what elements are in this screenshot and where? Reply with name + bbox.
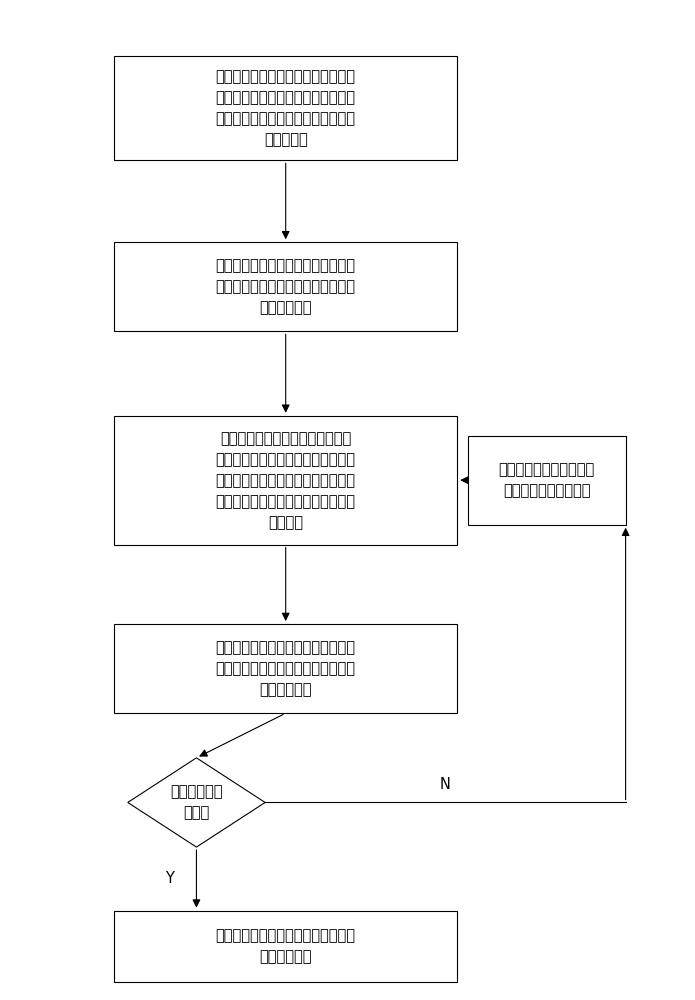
Text: 输出群体最优解作为分布式电源选址
定容最优方案: 输出群体最优解作为分布式电源选址 定容最优方案 <box>215 928 356 964</box>
Text: Y: Y <box>165 871 174 886</box>
FancyBboxPatch shape <box>114 416 457 545</box>
Text: 达到最大迭代
次数？: 达到最大迭代 次数？ <box>170 784 222 820</box>
Text: 根据主成分析法建立综合评价指标
，并结合每个个体对应的方案中的配
电网结构、分布式电源位置容量、节
点电压及功率值等参数计算出相应的
适应度值: 根据主成分析法建立综合评价指标 ，并结合每个个体对应的方案中的配 电网结构、分布… <box>215 431 356 530</box>
FancyBboxPatch shape <box>114 911 457 982</box>
Text: N: N <box>440 777 451 792</box>
Text: 对搜索群体和侦察群里中每个个体对
应的方案进行潮流计算，算出各节点
电压和功率值: 对搜索群体和侦察群里中每个个体对 应的方案进行潮流计算，算出各节点 电压和功率值 <box>215 258 356 315</box>
Polygon shape <box>128 758 265 847</box>
FancyBboxPatch shape <box>468 436 626 525</box>
FancyBboxPatch shape <box>114 624 457 713</box>
FancyBboxPatch shape <box>114 242 457 331</box>
Text: 对子代群体中每个个体对
应的方案进行潮流计算: 对子代群体中每个个体对 应的方案进行潮流计算 <box>498 462 595 498</box>
FancyBboxPatch shape <box>114 56 457 160</box>
Text: 根据配电网结构和分布式电源位置容
量配置方案，生成个体的位置信息，
依据改进的粒子群算法生成搜索群体
和侦查群体: 根据配电网结构和分布式电源位置容 量配置方案，生成个体的位置信息， 依据改进的粒… <box>215 69 356 147</box>
Text: 根据适应度值调整搜索群体中每个个
体的位置信息，与侦查群体作对比，
生成子代群体: 根据适应度值调整搜索群体中每个个 体的位置信息，与侦查群体作对比， 生成子代群体 <box>215 640 356 697</box>
